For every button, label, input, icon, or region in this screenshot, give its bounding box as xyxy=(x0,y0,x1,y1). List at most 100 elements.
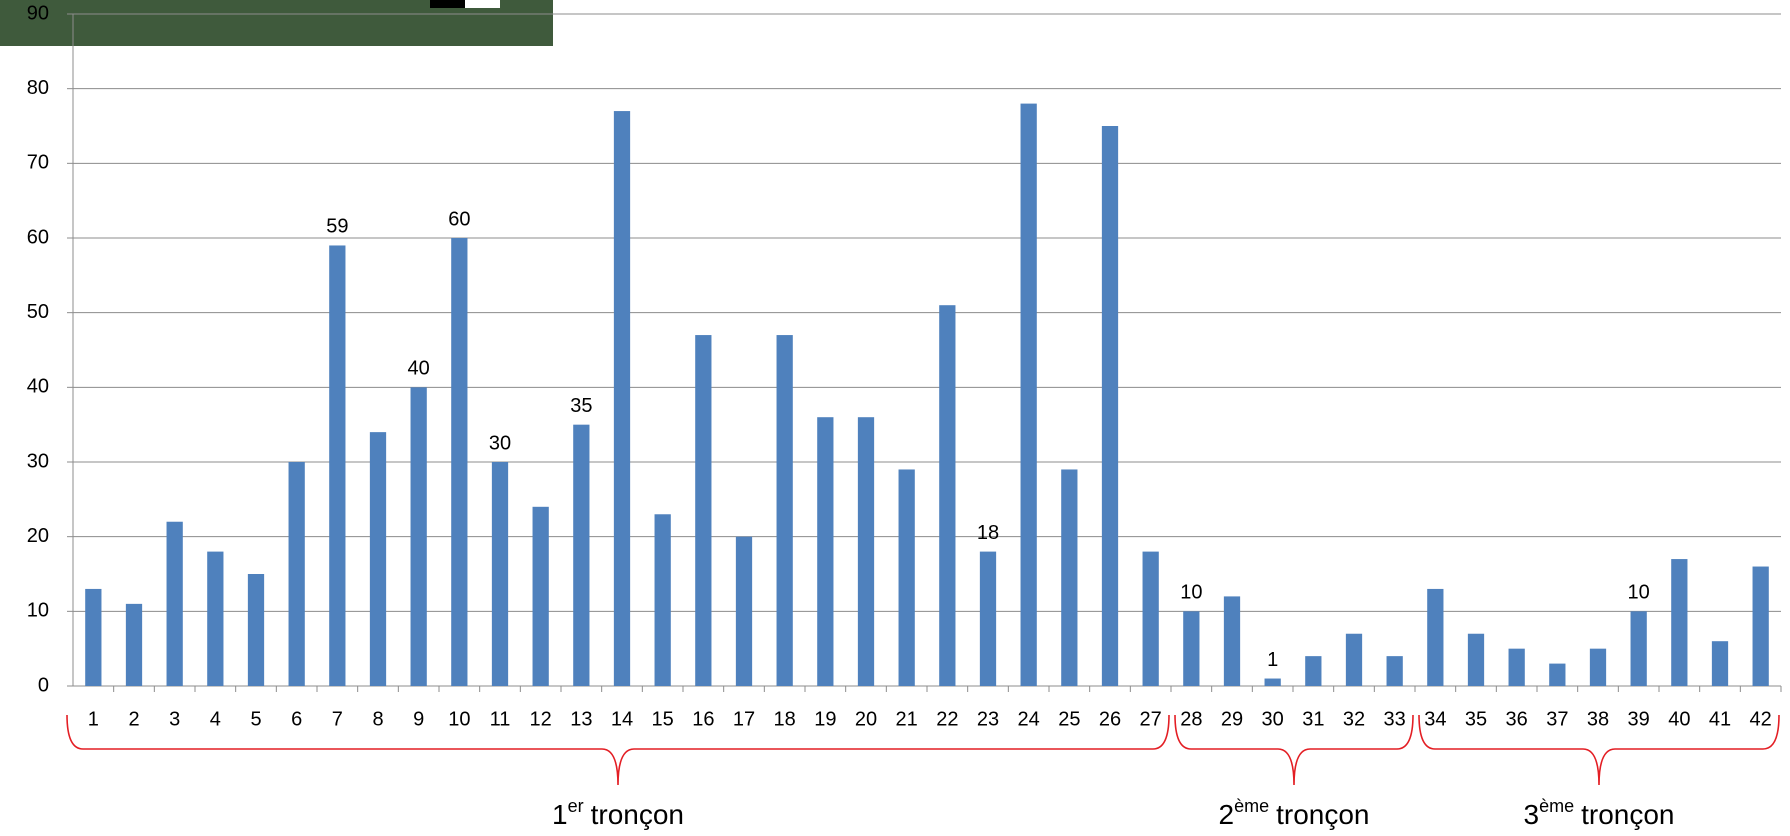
x-tick-label: 42 xyxy=(1750,708,1772,730)
bar xyxy=(125,603,143,686)
bar xyxy=(573,424,590,686)
x-tick-label: 4 xyxy=(210,708,221,730)
bar xyxy=(532,506,549,686)
data-label: 40 xyxy=(408,358,430,380)
group-bracket xyxy=(1418,714,1780,786)
bar xyxy=(1020,103,1037,687)
x-tick-label: 22 xyxy=(936,708,958,730)
bar xyxy=(1183,611,1200,686)
y-tick-label: 50 xyxy=(27,301,49,323)
bar xyxy=(1142,551,1159,686)
x-tick-label: 27 xyxy=(1140,708,1162,730)
group-bracket xyxy=(1174,714,1414,786)
x-tick-label: 33 xyxy=(1384,708,1406,730)
data-label: 18 xyxy=(977,522,999,544)
bar xyxy=(1508,648,1525,686)
group-number: 1 xyxy=(552,799,568,830)
x-tick-label: 24 xyxy=(1018,708,1040,730)
x-tick-label: 25 xyxy=(1058,708,1080,730)
y-tick-label: 30 xyxy=(27,450,49,472)
x-tick-label: 37 xyxy=(1546,708,1568,730)
x-tick-label: 2 xyxy=(128,708,139,730)
x-tick-label: 6 xyxy=(291,708,302,730)
x-tick-label: 14 xyxy=(611,708,633,730)
y-tick-label: 0 xyxy=(38,674,49,696)
group-superscript: ème xyxy=(1234,796,1269,816)
x-tick-label: 31 xyxy=(1302,708,1324,730)
x-tick-label: 13 xyxy=(570,708,592,730)
bar xyxy=(857,417,875,686)
data-label: 30 xyxy=(489,432,511,454)
x-tick-label: 23 xyxy=(977,708,999,730)
bar xyxy=(1061,469,1078,686)
data-label: 10 xyxy=(1628,582,1650,604)
group-superscript: er xyxy=(568,796,584,816)
x-tick-label: 35 xyxy=(1465,708,1487,730)
x-tick-label: 20 xyxy=(855,708,877,730)
map-scale xyxy=(430,0,465,8)
x-tick-label: 38 xyxy=(1587,708,1609,730)
bar xyxy=(1589,648,1607,686)
bar xyxy=(491,462,509,686)
bar xyxy=(1752,566,1769,686)
bar xyxy=(613,111,631,687)
x-tick-label: 16 xyxy=(692,708,714,730)
group-number: 3 xyxy=(1524,799,1540,830)
y-tick-label: 60 xyxy=(27,226,49,248)
bar xyxy=(776,335,793,686)
bar xyxy=(1264,678,1281,686)
bar xyxy=(1630,611,1647,686)
bar xyxy=(1467,633,1485,686)
group-number: 2 xyxy=(1219,799,1235,830)
x-tick-label: 8 xyxy=(372,708,383,730)
x-tick-label: 32 xyxy=(1343,708,1365,730)
x-tick-label: 11 xyxy=(490,708,511,730)
y-tick-label: 40 xyxy=(27,376,49,398)
x-tick-label: 29 xyxy=(1221,708,1243,730)
bar xyxy=(207,551,224,686)
bar xyxy=(1671,559,1688,686)
x-tick-label: 9 xyxy=(413,708,424,730)
group-label: 2ème tronçon xyxy=(1219,796,1370,831)
data-label: 10 xyxy=(1180,582,1202,604)
y-tick-label: 70 xyxy=(27,152,49,174)
bar xyxy=(166,521,183,686)
bar xyxy=(735,536,753,686)
y-tick-label: 90 xyxy=(27,2,49,24)
bar xyxy=(817,417,834,686)
x-tick-label: 39 xyxy=(1628,708,1650,730)
y-tick-label: 20 xyxy=(27,525,49,547)
x-tick-label: 15 xyxy=(652,708,674,730)
x-tick-label: 21 xyxy=(896,708,918,730)
bar xyxy=(329,245,346,686)
bar xyxy=(451,238,468,686)
bar xyxy=(1223,596,1241,686)
group-text: tronçon xyxy=(1581,799,1674,830)
bar xyxy=(369,432,387,686)
bar xyxy=(979,551,997,686)
x-tick-label: 18 xyxy=(774,708,796,730)
x-tick-label: 41 xyxy=(1709,708,1731,730)
x-tick-label: 26 xyxy=(1099,708,1121,730)
x-tick-label: 19 xyxy=(814,708,836,730)
x-tick-label: 10 xyxy=(448,708,470,730)
group-text: tronçon xyxy=(591,799,684,830)
group-bracket xyxy=(66,714,1170,786)
y-tick-label: 10 xyxy=(27,600,49,622)
x-tick-label: 1 xyxy=(88,708,99,730)
bar xyxy=(654,514,671,686)
x-tick-label: 34 xyxy=(1424,708,1446,730)
bar xyxy=(1305,656,1322,686)
bar xyxy=(85,588,102,686)
data-label: 59 xyxy=(326,216,348,238)
bar xyxy=(939,305,956,686)
x-tick-label: 30 xyxy=(1262,708,1284,730)
bar xyxy=(1386,656,1403,686)
x-tick-label: 12 xyxy=(530,708,552,730)
group-text: tronçon xyxy=(1276,799,1369,830)
bar xyxy=(247,574,265,686)
group-label: 1er tronçon xyxy=(552,796,684,831)
group-label: 3ème tronçon xyxy=(1524,796,1675,831)
